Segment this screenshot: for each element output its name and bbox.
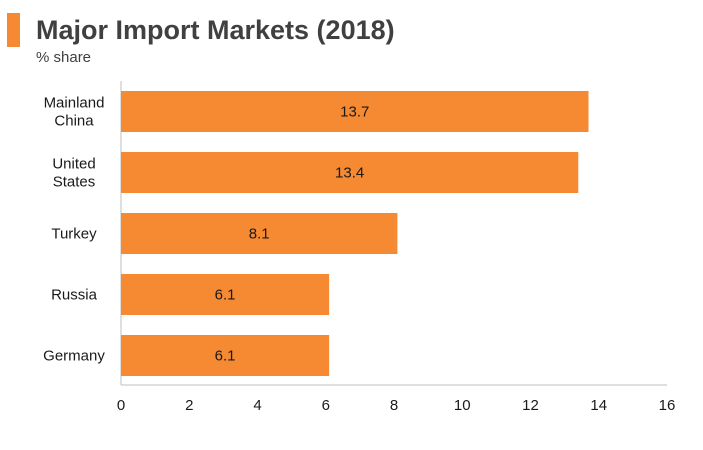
category-label-line: States	[53, 174, 96, 191]
bar-data-label: 13.4	[335, 165, 364, 182]
chart-subtitle: % share	[36, 49, 92, 66]
x-tick-label: 2	[185, 397, 193, 414]
x-tick-label: 0	[117, 397, 125, 414]
bar	[121, 213, 398, 254]
category-label: United States	[52, 156, 95, 191]
chart-axes: 0 2 4 6 8 10 12 14 16	[117, 81, 676, 414]
bar	[121, 91, 589, 132]
category-label-line: United	[52, 156, 95, 173]
bar-data-label: 8.1	[249, 226, 270, 243]
category-label: Turkey	[51, 226, 97, 243]
chart-title: Major Import Markets (2018)	[36, 15, 395, 45]
bar	[121, 335, 330, 376]
x-tick-label: 10	[454, 397, 471, 414]
x-tick-label: 16	[659, 397, 676, 414]
category-label-line: Germany	[43, 348, 105, 365]
bar	[121, 152, 579, 193]
category-label-line: Turkey	[51, 226, 97, 243]
x-tick-label: 12	[522, 397, 539, 414]
category-label-line: China	[54, 113, 94, 130]
chart-labels: 13.7 Mainland China 13.4 United States 8.1 Turk…	[43, 95, 369, 365]
title-accent-bar	[7, 13, 20, 47]
chart-bars	[121, 91, 589, 376]
x-tick-label: 6	[322, 397, 330, 414]
bar-data-label: 6.1	[215, 287, 236, 304]
category-label: Germany	[43, 348, 105, 365]
bar-data-label: 13.7	[340, 104, 369, 121]
bar	[121, 274, 330, 315]
category-label-line: Mainland	[44, 95, 105, 112]
x-tick-label: 8	[390, 397, 398, 414]
x-tick-label: 4	[253, 397, 261, 414]
category-label-line: Russia	[51, 287, 98, 304]
category-label: Russia	[51, 287, 98, 304]
x-tick-label: 14	[590, 397, 607, 414]
category-label: Mainland China	[44, 95, 105, 130]
bar-data-label: 6.1	[215, 348, 236, 365]
